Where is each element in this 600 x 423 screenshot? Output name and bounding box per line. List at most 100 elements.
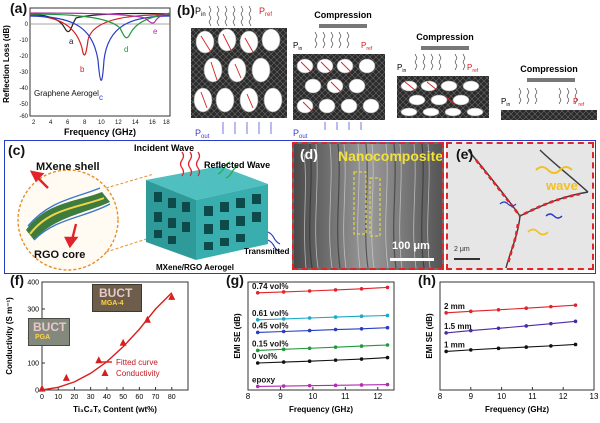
- x-tick-label: 12: [115, 120, 122, 126]
- series-line: [446, 304, 576, 314]
- series-marker: [281, 347, 286, 352]
- series-marker: [255, 361, 260, 365]
- p-in-label-3: Pin: [397, 63, 406, 74]
- photo-mga4-sub: MGA-4: [101, 300, 124, 307]
- data-point: [119, 338, 127, 346]
- series-marker: [385, 285, 390, 290]
- emi-se-chart-thickness: 8 9 10 11 12 13 2 mm 1.5 mm 1 mm Frequency (GHz) E…: [425, 281, 599, 414]
- mxene-shell-label: MXene shell: [36, 161, 100, 173]
- wave-arrow-yellow: [535, 166, 573, 174]
- x-tick-label: 20: [71, 394, 79, 401]
- panel-f: 010203040506070800100200300400Fitted cur…: [0, 272, 200, 418]
- x-tick-label: 80: [168, 394, 176, 401]
- incident-waves-1: [208, 5, 252, 27]
- out-arrows-2: [324, 122, 362, 130]
- plot-frame: [439, 281, 595, 391]
- series-marker: [307, 346, 312, 351]
- series-line: [257, 327, 388, 333]
- panel-label-g: (g): [226, 272, 244, 288]
- x-tick-label: 0: [40, 394, 44, 401]
- series-marker: [549, 344, 553, 348]
- transmitted-wave-label: Transmitted Wave: [244, 247, 290, 256]
- series-marker: [444, 331, 448, 335]
- series-line: [257, 384, 388, 387]
- data-point: [62, 373, 70, 381]
- tem-background: [448, 144, 592, 268]
- panel-g: 8 9 10 11 12 0.74 vol% 0.61 vol% 0.45 vol% 0.15 …: [200, 272, 400, 418]
- y-tick-label: -10: [19, 38, 28, 44]
- series-label: 1.5 mm: [444, 322, 472, 331]
- series-marker: [549, 304, 553, 309]
- y-axis-label: Conductivity (S m⁻¹): [5, 297, 14, 375]
- wave-rays-2: [300, 61, 352, 113]
- series-marker: [359, 327, 364, 331]
- data-point: [168, 292, 176, 300]
- x-tick-label: 4: [49, 120, 53, 126]
- series-marker: [359, 287, 364, 291]
- y-tick-label: -40: [19, 86, 28, 92]
- series-line: [257, 286, 388, 294]
- compression-label-1: Compression: [314, 10, 372, 20]
- x-tick-label: 10: [98, 120, 105, 126]
- x-tick-label: 8: [438, 392, 443, 401]
- series-line: [257, 344, 388, 351]
- x-tick-label: 50: [119, 394, 127, 401]
- incident-waves-4: [518, 87, 578, 105]
- series-marker: [307, 383, 312, 388]
- incident-wave-label: Incident Wave: [134, 143, 194, 153]
- series-marker: [333, 358, 338, 362]
- series-label: 1 mm: [444, 340, 465, 349]
- x-tick-label: 12: [559, 392, 568, 401]
- incident-waves-3: [414, 53, 466, 71]
- p-in-label-4: Pin: [501, 97, 510, 108]
- series-marker: [359, 357, 364, 361]
- curve-label-d: d: [124, 45, 128, 54]
- x-axis-label: Ti₃C₂Tₓ Content (wt%): [73, 405, 157, 414]
- curve-label-e: e: [153, 27, 158, 36]
- sem-background: [294, 144, 442, 268]
- series-marker: [255, 384, 260, 389]
- aerogel-label: MXene/RGO Aerogel: [156, 263, 234, 272]
- series-label: 0.74 vol%: [252, 282, 288, 291]
- sample-label: Graphene Aerogel: [34, 89, 99, 98]
- arrows-c: [29, 170, 79, 249]
- x-tick-label: 11: [341, 392, 350, 401]
- panel-label-f: (f): [10, 272, 24, 288]
- series-marker: [496, 307, 501, 312]
- press-plate-3: [527, 78, 575, 82]
- panel-label-e: (e): [456, 146, 474, 162]
- x-tick-label: 13: [590, 392, 599, 401]
- series-marker: [524, 306, 529, 311]
- series-marker: [469, 348, 473, 352]
- wave-label: wave: [546, 178, 578, 193]
- curve-e: [29, 12, 171, 24]
- scale-bar-e: [454, 258, 480, 260]
- sem-fibers: [303, 144, 431, 268]
- panel-label-a: (a): [10, 0, 28, 16]
- p-in-label-2: Pin: [293, 41, 302, 52]
- aerogel-cube: [146, 166, 268, 260]
- press-plate-1: [319, 24, 367, 28]
- series-marker: [359, 383, 364, 387]
- series-label: 0.15 vol%: [252, 339, 288, 348]
- p-ref-label-4: Pref: [573, 97, 585, 108]
- series-marker: [573, 342, 578, 347]
- press-plate-2: [421, 46, 469, 50]
- y-tick-label: -20: [19, 54, 28, 60]
- series-marker: [524, 345, 529, 349]
- series-marker: [524, 324, 529, 328]
- x-tick-label: 16: [149, 120, 156, 126]
- curve-c: [29, 15, 171, 81]
- photo-pga-text: BUCT: [33, 320, 67, 334]
- scale-bar: [390, 258, 434, 261]
- series-marker: [333, 345, 338, 349]
- photo-mga4-text: BUCT: [99, 286, 133, 300]
- series-label: 0 vol%: [252, 352, 277, 361]
- series-label: 0.61 vol%: [252, 309, 288, 318]
- wave-rays-3: [404, 81, 456, 105]
- x-tick-label: 10: [497, 392, 506, 401]
- series-marker: [333, 327, 338, 332]
- y-tick-label: -60: [19, 114, 28, 120]
- mxene-rgo-aerogel-schematic: MXene shell RGO core: [17, 143, 313, 272]
- panel-label-c: (c): [8, 142, 26, 158]
